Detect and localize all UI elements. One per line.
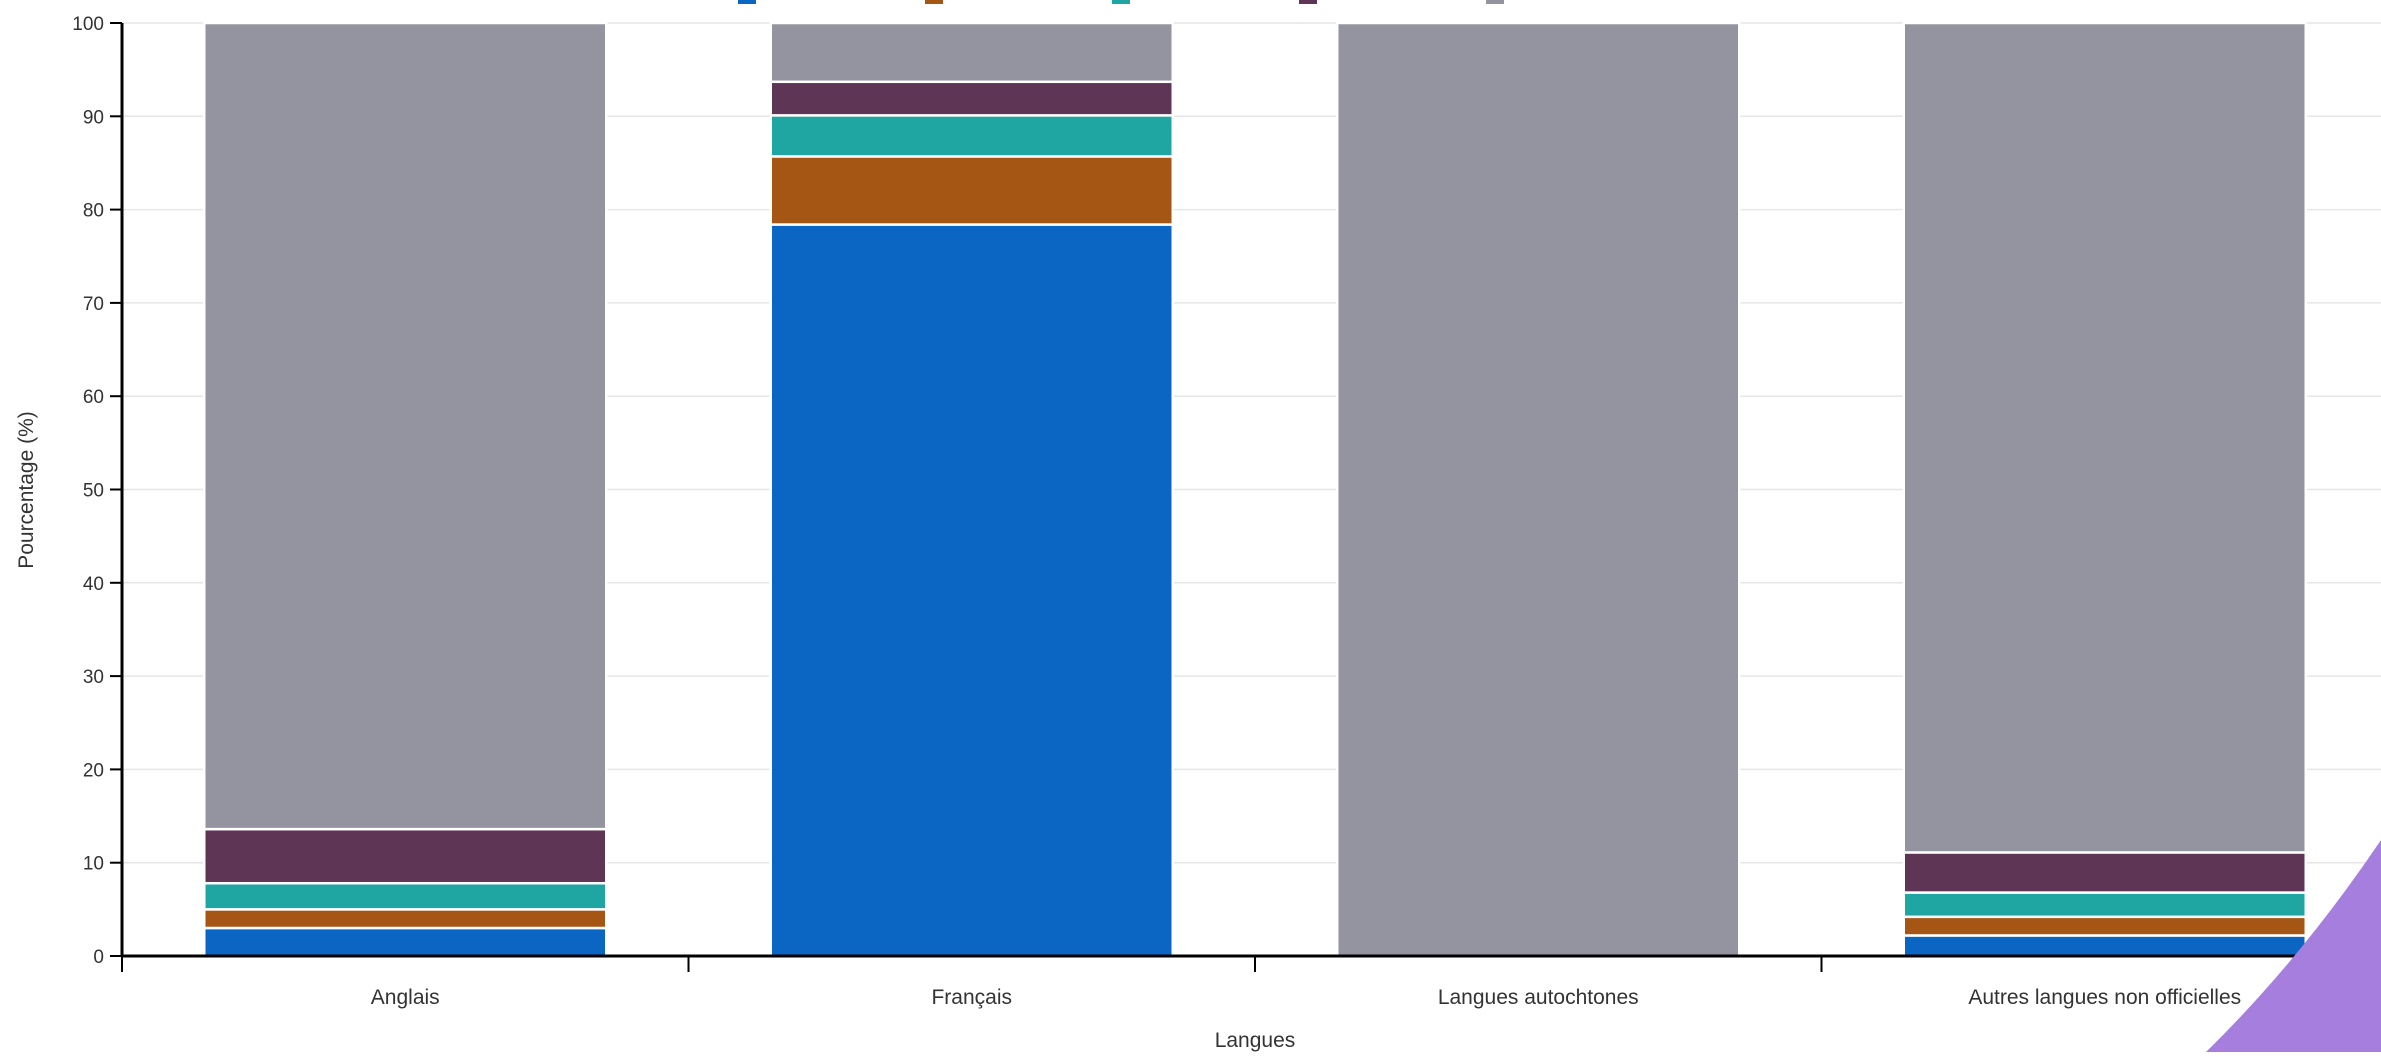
y-tick-label-30: 30 xyxy=(83,667,104,688)
bar-segment-3-0 xyxy=(1902,934,2307,958)
bar-segment-0-2 xyxy=(203,881,608,911)
y-tick-label-10: 10 xyxy=(83,854,104,875)
y-tick-label-100: 100 xyxy=(72,14,104,35)
bar-segment-0-3 xyxy=(203,827,608,885)
y-tick-label-0: 0 xyxy=(93,947,104,968)
x-tick-label-0: Anglais xyxy=(371,986,440,1009)
legend-swatch-4 xyxy=(1486,0,1504,4)
bar-segment-1-3 xyxy=(769,80,1174,117)
x-tick-label-2: Langues autochtones xyxy=(1438,986,1639,1009)
bar-segment-0-4 xyxy=(203,21,608,831)
bar-segment-3-3 xyxy=(1902,851,2307,894)
legend-swatch-3 xyxy=(1299,0,1317,4)
y-axis-title: Pourcentage (%) xyxy=(15,411,38,569)
legend-swatch-0 xyxy=(738,0,756,4)
bar-segment-1-2 xyxy=(769,114,1174,158)
bar-segment-2-4 xyxy=(1336,21,1741,958)
y-tick-label-80: 80 xyxy=(83,201,104,222)
bar-segment-1-4 xyxy=(769,21,1174,84)
bar-segment-1-0 xyxy=(769,223,1174,958)
bar-segment-0-0 xyxy=(203,926,608,958)
bar-segment-3-2 xyxy=(1902,891,2307,919)
legend-swatch-2 xyxy=(1112,0,1130,4)
y-tick-label-50: 50 xyxy=(83,481,104,502)
y-tick-label-40: 40 xyxy=(83,574,104,595)
x-tick-label-3: Autres langues non officielles xyxy=(1968,986,2241,1009)
y-tick-label-70: 70 xyxy=(83,294,104,315)
bars xyxy=(203,21,2307,958)
x-tick-label-1: Français xyxy=(931,986,1012,1009)
y-axis-ticks: 0 10 20 30 40 50 60 70 80 90 100 xyxy=(72,14,122,968)
y-tick-label-90: 90 xyxy=(83,107,104,128)
y-tick-label-60: 60 xyxy=(83,387,104,408)
bar-segment-3-4 xyxy=(1902,21,2307,854)
legend-swatch-1 xyxy=(925,0,943,4)
y-tick-label-20: 20 xyxy=(83,760,104,781)
legend xyxy=(738,0,1504,4)
bar-segment-1-1 xyxy=(769,155,1174,226)
decorative-corner-shape xyxy=(2206,840,2381,1052)
x-axis-ticks: Anglais Français Langues autochtones Autres… xyxy=(121,956,2241,1009)
bar-segment-3-1 xyxy=(1902,915,2307,937)
bar-segment-0-1 xyxy=(203,908,608,930)
x-axis-title: Langues xyxy=(1215,1029,1296,1052)
